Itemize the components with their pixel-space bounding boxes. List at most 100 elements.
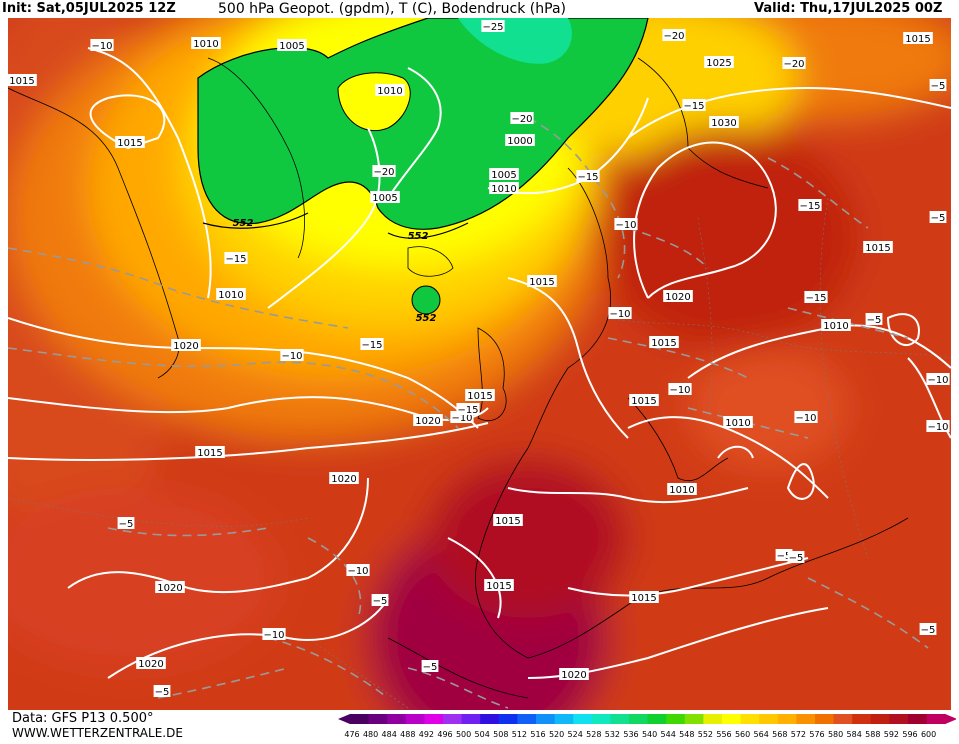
map-canvas: 1010 1005 1015 1010 1015 1005 1010 1020 1025 1030…: [8, 18, 951, 710]
pressure-label: 1015: [863, 241, 893, 254]
legend-value: 584: [847, 730, 862, 739]
svg-text:−10: −10: [927, 375, 948, 386]
legend-swatch: [833, 714, 853, 724]
geopotential-label: 552: [408, 231, 429, 242]
legend-swatch: [908, 714, 928, 724]
legend-swatch: [666, 714, 686, 724]
svg-text:1010: 1010: [669, 485, 694, 496]
svg-text:1020: 1020: [331, 474, 356, 485]
legend-swatch: [889, 714, 909, 724]
pressure-label: 1020: [136, 657, 166, 670]
legend-swatch: [647, 714, 667, 724]
svg-text:1010: 1010: [193, 39, 218, 50]
temperature-labels: −10−25−20−20−15−20−15−15−10−15−20−15−10−…: [90, 20, 950, 698]
legend-swatch: [517, 714, 537, 724]
svg-text:−15: −15: [361, 340, 382, 351]
legend-swatch: [777, 714, 797, 724]
legend-value: 496: [437, 730, 452, 739]
temperature-label: −5: [371, 594, 389, 607]
temperature-label: −15: [682, 99, 706, 112]
temperature-label: −5: [153, 685, 171, 698]
legend-value: 512: [512, 730, 527, 739]
init-time: Init: Sat,05JUL2025 12Z: [2, 1, 176, 16]
temperature-label: −20: [782, 57, 806, 70]
legend-value: 540: [642, 730, 657, 739]
pressure-label: 1020: [559, 668, 589, 681]
svg-text:−10: −10: [263, 630, 284, 641]
pressure-label: 1010: [375, 84, 405, 97]
temperature-label: −5: [929, 79, 947, 92]
pressure-label: 1015: [465, 389, 495, 402]
pressure-label: 1020: [663, 290, 693, 303]
legend-swatch: [480, 714, 500, 724]
geopotential-labels: 552 552 552: [233, 218, 437, 324]
pressure-label: 1030: [709, 116, 739, 129]
legend-value: 528: [586, 730, 601, 739]
legend-value: 516: [530, 730, 545, 739]
temperature-label: −10: [280, 349, 304, 362]
svg-text:−15: −15: [805, 293, 826, 304]
temperature-label: −10: [262, 628, 286, 641]
pressure-label: 1010: [667, 483, 697, 496]
legend-swatch: [591, 714, 611, 724]
pressure-label: 1015: [903, 32, 933, 45]
legend-swatch: [610, 714, 630, 724]
legend-swatch: [424, 714, 444, 724]
legend-swatch: [870, 714, 890, 724]
svg-text:1015: 1015: [495, 516, 520, 527]
legend-value: 484: [382, 730, 397, 739]
pressure-label: 1010: [821, 319, 851, 332]
svg-text:1015: 1015: [197, 448, 222, 459]
svg-text:−10: −10: [609, 309, 630, 320]
pressure-label: 1000: [505, 134, 535, 147]
svg-text:1025: 1025: [706, 58, 731, 69]
legend-swatch: [759, 714, 779, 724]
temperature-label: −25: [481, 20, 505, 33]
temperature-label: −15: [224, 252, 248, 265]
legend-value: 596: [902, 730, 917, 739]
legend-value: 480: [363, 730, 378, 739]
legend-arrow-left: [338, 714, 350, 724]
svg-text:1010: 1010: [823, 321, 848, 332]
svg-text:−20: −20: [373, 167, 394, 178]
website-label: WWW.WETTERZENTRALE.DE: [12, 726, 183, 740]
svg-text:−5: −5: [777, 551, 792, 562]
legend-value: 500: [456, 730, 471, 739]
pressure-label: 1015: [649, 336, 679, 349]
legend-swatch: [796, 714, 816, 724]
pressure-label: 1010: [216, 288, 246, 301]
legend-value: 504: [475, 730, 490, 739]
svg-text:−15: −15: [577, 172, 598, 183]
svg-text:1005: 1005: [279, 41, 304, 52]
svg-text:−20: −20: [663, 31, 684, 42]
legend-swatch: [722, 714, 742, 724]
legend-swatch: [461, 714, 481, 724]
svg-text:1005: 1005: [491, 170, 516, 181]
legend-swatch: [554, 714, 574, 724]
svg-text:1015: 1015: [529, 277, 554, 288]
svg-text:−5: −5: [931, 81, 946, 92]
legend-swatch: [684, 714, 704, 724]
legend-value: 532: [605, 730, 620, 739]
svg-text:−15: −15: [683, 101, 704, 112]
legend-value: 520: [549, 730, 564, 739]
svg-text:1020: 1020: [665, 292, 690, 303]
svg-text:−20: −20: [783, 59, 804, 70]
legend-swatch: [443, 714, 463, 724]
temperature-label: −5: [421, 660, 439, 673]
legend-swatch: [350, 714, 370, 724]
legend-swatch: [573, 714, 593, 724]
legend-value: 536: [623, 730, 638, 739]
temperature-label: −15: [456, 403, 480, 416]
header: Init: Sat,05JUL2025 12Z 500 hPa Geopot. …: [0, 0, 959, 18]
svg-text:1015: 1015: [467, 391, 492, 402]
svg-text:1015: 1015: [865, 243, 890, 254]
legend-value: 488: [400, 730, 415, 739]
legend-swatch: [387, 714, 407, 724]
legend-value: 476: [344, 730, 359, 739]
legend-value: 556: [716, 730, 731, 739]
temperature-label: −5: [865, 313, 883, 326]
svg-text:1005: 1005: [372, 193, 397, 204]
legend-value: 588: [865, 730, 880, 739]
svg-text:1015: 1015: [117, 138, 142, 149]
